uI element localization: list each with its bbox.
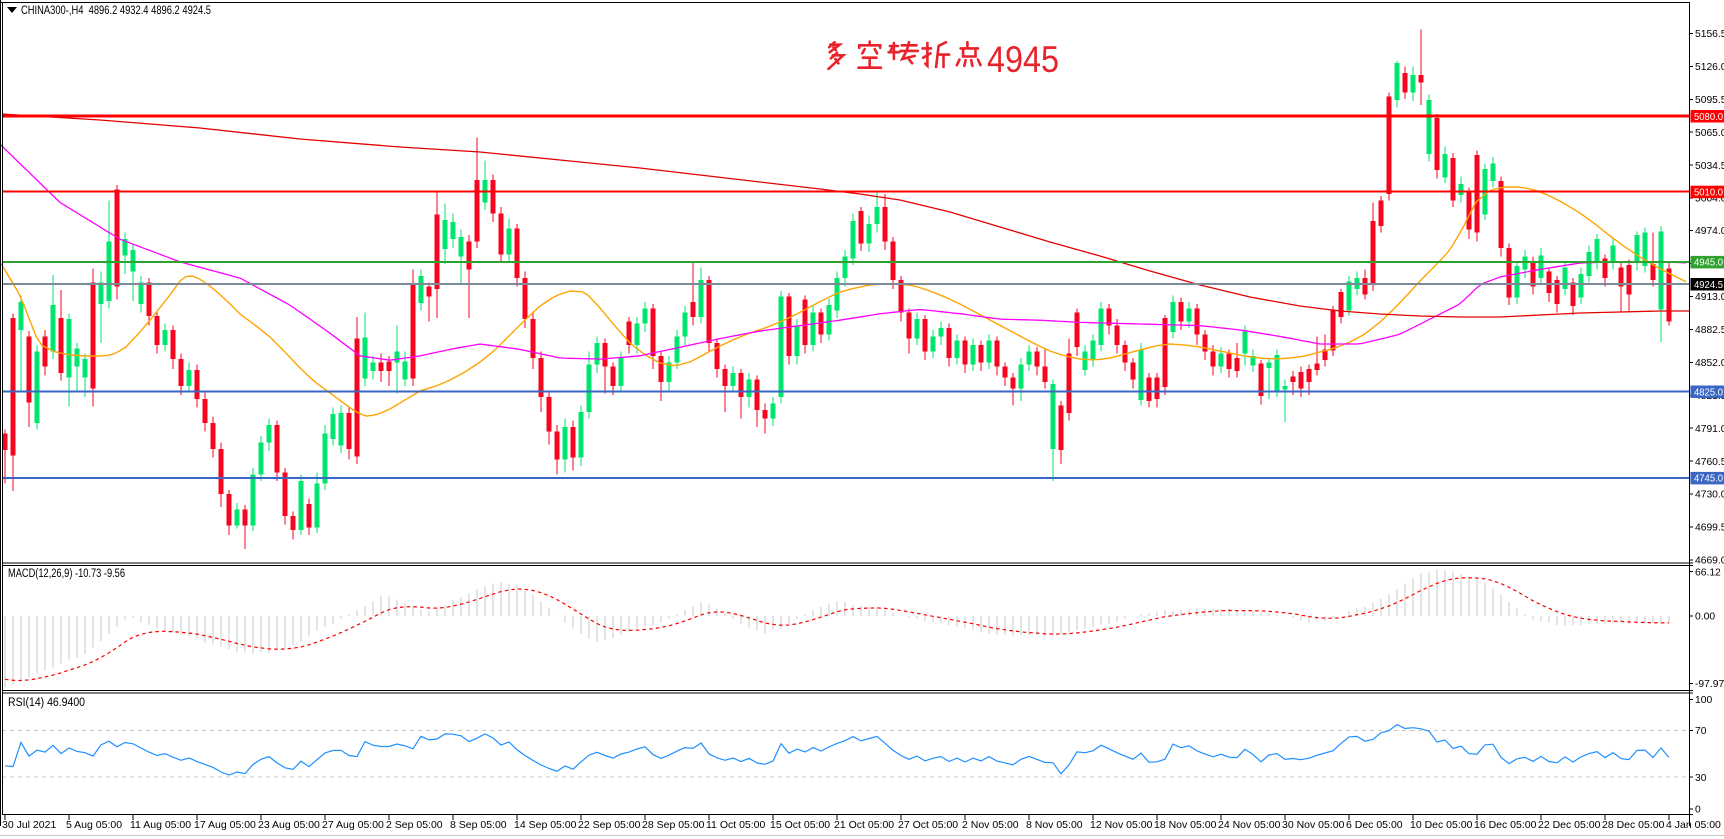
svg-text:4924.5: 4924.5 — [1694, 280, 1723, 291]
svg-text:66.12: 66.12 — [1695, 567, 1721, 578]
svg-text:5156.5: 5156.5 — [1695, 29, 1724, 40]
svg-text:RSI(14) 46.9400: RSI(14) 46.9400 — [8, 697, 85, 709]
svg-text:4945.0: 4945.0 — [1694, 258, 1723, 269]
svg-text:16 Dec 05:00: 16 Dec 05:00 — [1474, 819, 1537, 831]
svg-text:10 Dec 05:00: 10 Dec 05:00 — [1410, 819, 1473, 831]
svg-text:5004.0: 5004.0 — [1695, 194, 1724, 205]
svg-text:4913.0: 4913.0 — [1695, 292, 1724, 303]
svg-text:30 Jul 2021: 30 Jul 2021 — [2, 819, 56, 831]
svg-text:5126.0: 5126.0 — [1695, 62, 1724, 73]
svg-text:5095.5: 5095.5 — [1695, 95, 1724, 106]
svg-text:22 Dec 05:00: 22 Dec 05:00 — [1538, 819, 1601, 831]
svg-text:4669.0: 4669.0 — [1695, 556, 1724, 567]
svg-text:28 Dec 05:00: 28 Dec 05:00 — [1602, 819, 1665, 831]
svg-text:28 Sep 05:00: 28 Sep 05:00 — [642, 819, 705, 831]
svg-text:27 Aug 05:00: 27 Aug 05:00 — [322, 819, 384, 831]
svg-text:11 Oct 05:00: 11 Oct 05:00 — [706, 819, 766, 831]
svg-text:24 Nov 05:00: 24 Nov 05:00 — [1218, 819, 1281, 831]
svg-text:4730.0: 4730.0 — [1695, 490, 1724, 501]
svg-text:21 Oct 05:00: 21 Oct 05:00 — [834, 819, 894, 831]
svg-text:27 Oct 05:00: 27 Oct 05:00 — [898, 819, 958, 831]
svg-text:14 Sep 05:00: 14 Sep 05:00 — [514, 819, 577, 831]
svg-text:4 Jan 05:00: 4 Jan 05:00 — [1666, 819, 1721, 831]
svg-text:18 Nov 05:00: 18 Nov 05:00 — [1154, 819, 1217, 831]
svg-text:0.00: 0.00 — [1695, 612, 1715, 623]
svg-text:5080.0: 5080.0 — [1694, 112, 1723, 123]
svg-text:4745.0: 4745.0 — [1694, 474, 1723, 485]
svg-text:8 Nov 05:00: 8 Nov 05:00 — [1026, 819, 1083, 831]
svg-text:5010.0: 5010.0 — [1694, 188, 1723, 199]
svg-text:4852.0: 4852.0 — [1695, 358, 1724, 369]
svg-text:2 Nov 05:00: 2 Nov 05:00 — [962, 819, 1019, 831]
svg-text:4882.5: 4882.5 — [1695, 325, 1724, 336]
svg-text:5065.0: 5065.0 — [1695, 128, 1724, 139]
svg-text:4945: 4945 — [987, 39, 1059, 80]
svg-text:15 Oct 05:00: 15 Oct 05:00 — [770, 819, 830, 831]
svg-text:11 Aug 05:00: 11 Aug 05:00 — [130, 819, 191, 831]
svg-text:8 Sep 05:00: 8 Sep 05:00 — [450, 819, 507, 831]
svg-text:6 Dec 05:00: 6 Dec 05:00 — [1346, 819, 1403, 831]
svg-text:100: 100 — [1695, 695, 1712, 706]
svg-text:30 Nov 05:00: 30 Nov 05:00 — [1282, 819, 1345, 831]
svg-text:-97.97: -97.97 — [1695, 679, 1724, 690]
svg-text:4825.0: 4825.0 — [1694, 387, 1723, 398]
svg-text:30: 30 — [1695, 773, 1707, 784]
svg-text:23 Aug 05:00: 23 Aug 05:00 — [258, 819, 320, 831]
svg-text:4699.5: 4699.5 — [1695, 523, 1724, 534]
svg-text:MACD(12,26,9) -10.73 -9.56: MACD(12,26,9) -10.73 -9.56 — [8, 568, 125, 580]
svg-text:22 Sep 05:00: 22 Sep 05:00 — [578, 819, 641, 831]
svg-text:17 Aug 05:00: 17 Aug 05:00 — [194, 819, 256, 831]
svg-text:12 Nov 05:00: 12 Nov 05:00 — [1090, 819, 1153, 831]
svg-text:5034.5: 5034.5 — [1695, 161, 1724, 172]
svg-text:0: 0 — [1695, 804, 1701, 815]
svg-text:70: 70 — [1695, 726, 1707, 737]
svg-text:2 Sep 05:00: 2 Sep 05:00 — [386, 819, 443, 831]
svg-text:5 Aug 05:00: 5 Aug 05:00 — [66, 819, 122, 831]
svg-text:CHINA300-,H4 4896.2 4932.4 48: CHINA300-,H4 4896.2 4932.4 4896.2 4924.5 — [21, 3, 211, 17]
svg-text:4974.0: 4974.0 — [1695, 226, 1724, 237]
svg-text:4760.5: 4760.5 — [1695, 457, 1724, 468]
svg-text:4791.0: 4791.0 — [1695, 424, 1724, 435]
